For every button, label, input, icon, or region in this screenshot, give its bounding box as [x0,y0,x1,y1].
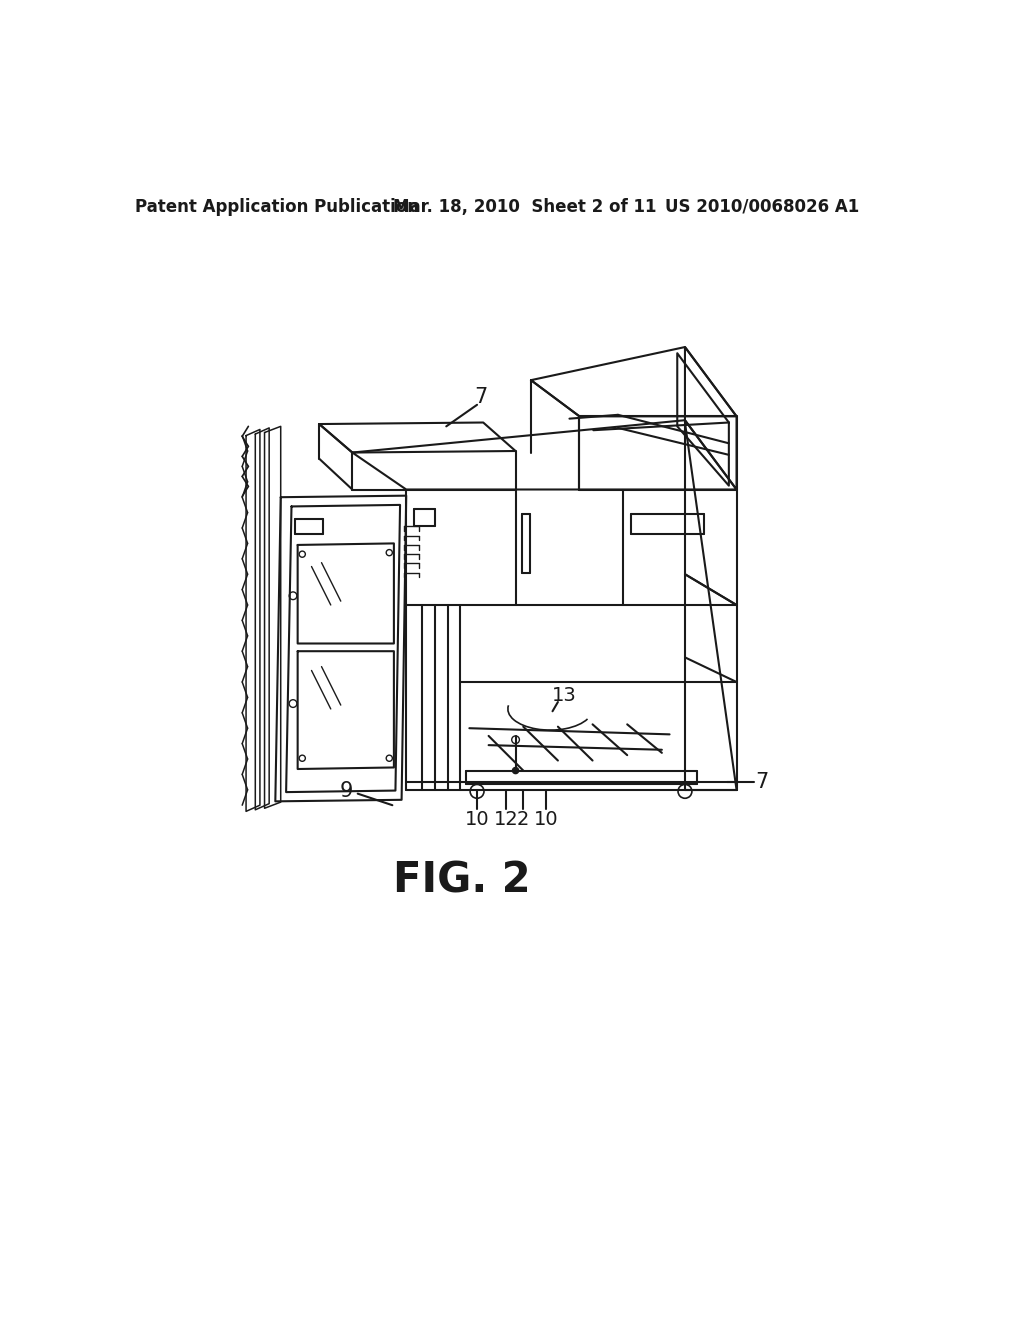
Text: US 2010/0068026 A1: US 2010/0068026 A1 [665,198,859,216]
Text: 10: 10 [535,809,559,829]
Circle shape [512,767,518,774]
Text: 2: 2 [517,809,529,829]
Text: 13: 13 [552,686,577,705]
Text: 12: 12 [494,809,519,829]
Text: 7: 7 [756,772,769,792]
Text: 9: 9 [340,781,353,801]
Text: 10: 10 [465,809,489,829]
Text: FIG. 2: FIG. 2 [393,859,530,902]
Text: Patent Application Publication: Patent Application Publication [135,198,419,216]
Text: 7: 7 [474,387,487,407]
Text: Mar. 18, 2010  Sheet 2 of 11: Mar. 18, 2010 Sheet 2 of 11 [393,198,656,216]
